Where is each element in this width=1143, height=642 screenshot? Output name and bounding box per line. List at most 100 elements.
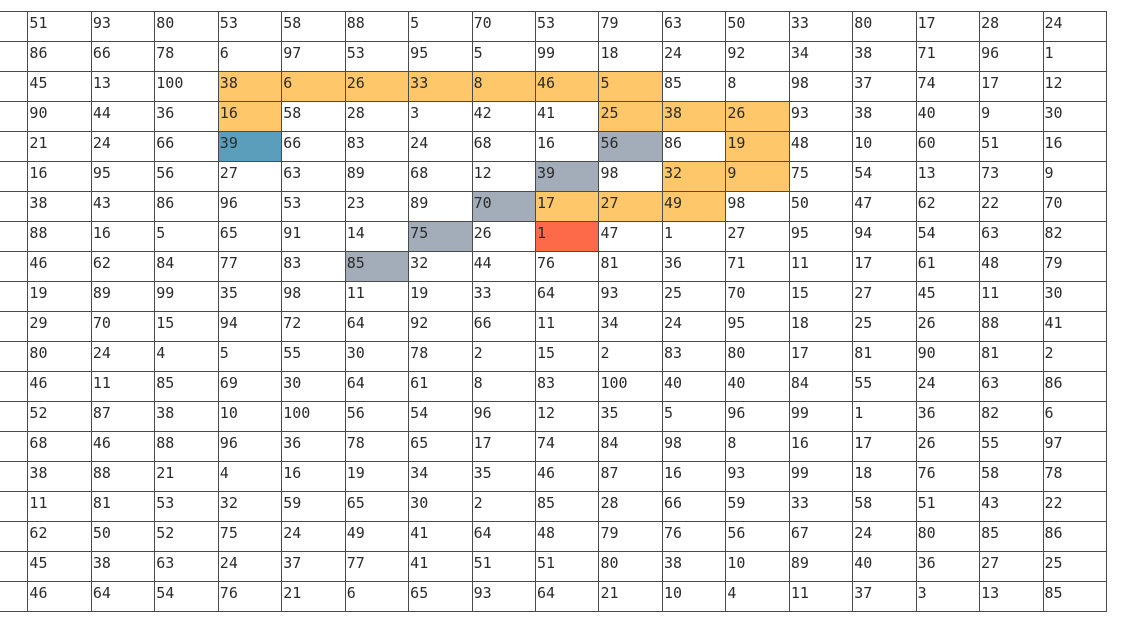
grid-cell[interactable]: 54 [154,581,219,612]
grid-cell[interactable]: 63 [661,11,727,42]
grid-cell[interactable]: 90 [915,341,981,372]
grid-cell[interactable]: 13 [90,71,156,102]
grid-cell[interactable]: 61 [408,371,473,402]
grid-cell[interactable]: 84 [788,371,854,402]
grid-cell[interactable]: 24 [661,311,727,342]
grid-cell[interactable]: 91 [281,221,346,252]
grid-cell[interactable]: 38 [661,101,727,132]
grid-cell[interactable]: 98 [725,191,790,222]
grid-cell[interactable]: 49 [344,521,410,552]
grid-cell[interactable]: 5 [471,41,537,72]
grid-cell[interactable]: 21 [27,131,92,162]
grid-cell[interactable]: 12 [471,161,537,192]
grid-cell[interactable]: 94 [852,221,917,252]
grid-cell[interactable]: 15 [535,341,600,372]
grid-cell[interactable]: 26 [915,311,981,342]
grid-cell[interactable]: 89 [344,161,410,192]
grid-cell[interactable]: 51 [27,11,92,42]
grid-cell[interactable]: 85 [979,521,1044,552]
grid-cell[interactable]: 34 [598,311,663,342]
grid-cell[interactable]: 17 [915,11,981,42]
grid-cell[interactable]: 64 [344,371,410,402]
grid-cell[interactable]: 27 [598,191,663,222]
grid-cell[interactable]: 30 [344,341,410,372]
grid-cell[interactable]: 16 [281,461,346,492]
grid-cell[interactable]: 77 [217,251,283,282]
grid-cell[interactable]: 68 [471,131,537,162]
grid-cell[interactable]: 12 [535,401,600,432]
grid-cell[interactable]: 66 [471,311,537,342]
grid-cell[interactable]: 19 [408,281,473,312]
grid-cell[interactable]: 2 [1042,341,1107,372]
grid-cell[interactable]: 99 [788,401,854,432]
grid-cell[interactable]: 25 [661,281,727,312]
grid-cell[interactable]: 55 [281,341,346,372]
grid-cell[interactable]: 64 [344,311,410,342]
grid-cell[interactable]: 6 [217,41,283,72]
grid-cell[interactable]: 15 [788,281,854,312]
grid-cell[interactable]: 11 [535,311,600,342]
grid-cell[interactable]: 80 [27,341,92,372]
grid-cell[interactable]: 84 [598,431,663,462]
grid-cell[interactable]: 74 [535,431,600,462]
grid-cell[interactable]: 60 [915,131,981,162]
grid-cell[interactable]: 19 [725,131,790,162]
grid-cell[interactable]: 32 [408,251,473,282]
grid-cell[interactable]: 71 [725,251,790,282]
grid-cell[interactable]: 14 [344,221,410,252]
grid-cell[interactable]: 97 [1042,431,1107,462]
grid-cell[interactable]: 67 [788,521,854,552]
grid-cell[interactable]: 77 [344,551,410,582]
grid-cell[interactable]: 35 [598,401,663,432]
grid-cell[interactable]: 81 [90,491,156,522]
grid-cell[interactable]: 54 [915,221,981,252]
grid-cell[interactable]: 83 [281,251,346,282]
grid-cell[interactable]: 76 [217,581,283,612]
grid-cell[interactable]: 52 [27,401,92,432]
grid-cell[interactable]: 64 [471,521,537,552]
grid-cell[interactable]: 43 [90,191,156,222]
grid-cell[interactable]: 66 [154,131,219,162]
grid-cell[interactable]: 46 [27,251,92,282]
grid-cell[interactable]: 5 [598,71,663,102]
grid-cell[interactable]: 48 [788,131,854,162]
grid-cell[interactable]: 22 [979,191,1044,222]
grid-cell[interactable]: 86 [154,191,219,222]
grid-cell[interactable]: 38 [90,551,156,582]
grid-cell[interactable]: 65 [344,491,410,522]
grid-cell[interactable]: 100 [281,401,346,432]
grid-cell[interactable]: 81 [852,341,917,372]
grid-cell[interactable]: 27 [852,281,917,312]
grid-cell[interactable]: 1 [535,221,600,252]
grid-cell[interactable]: 65 [408,581,473,612]
grid-cell[interactable]: 89 [408,191,473,222]
grid-cell[interactable]: 24 [408,131,473,162]
grid-cell[interactable]: 83 [344,131,410,162]
grid-cell[interactable]: 45 [27,71,92,102]
grid-cell[interactable]: 95 [725,311,790,342]
grid-cell[interactable]: 46 [27,581,92,612]
grid-cell[interactable]: 27 [217,161,283,192]
grid-cell[interactable]: 54 [852,161,917,192]
grid-cell[interactable]: 88 [27,221,92,252]
grid-cell[interactable]: 96 [471,401,537,432]
grid-cell[interactable]: 47 [852,191,917,222]
grid-cell[interactable]: 58 [281,11,346,42]
grid-cell[interactable]: 94 [0,71,29,102]
grid-cell[interactable]: 16 [90,221,156,252]
grid-cell[interactable]: 100 [154,71,219,102]
grid-cell[interactable]: 83 [661,341,727,372]
grid-cell[interactable]: 53 [217,11,283,42]
grid-cell[interactable]: 10 [661,581,727,612]
grid-cell[interactable]: 93 [471,581,537,612]
grid-cell[interactable]: 46 [535,461,600,492]
grid-cell[interactable]: 48 [979,251,1044,282]
grid-cell[interactable]: 85 [154,371,219,402]
grid-cell[interactable]: 99 [535,41,600,72]
grid-cell[interactable]: 3 [915,581,981,612]
grid-cell[interactable]: 41 [535,101,600,132]
grid-cell[interactable]: 1 [661,221,727,252]
grid-cell[interactable]: 82 [1042,221,1107,252]
grid-cell[interactable]: 11 [979,281,1044,312]
grid-cell[interactable]: 64 [535,581,600,612]
